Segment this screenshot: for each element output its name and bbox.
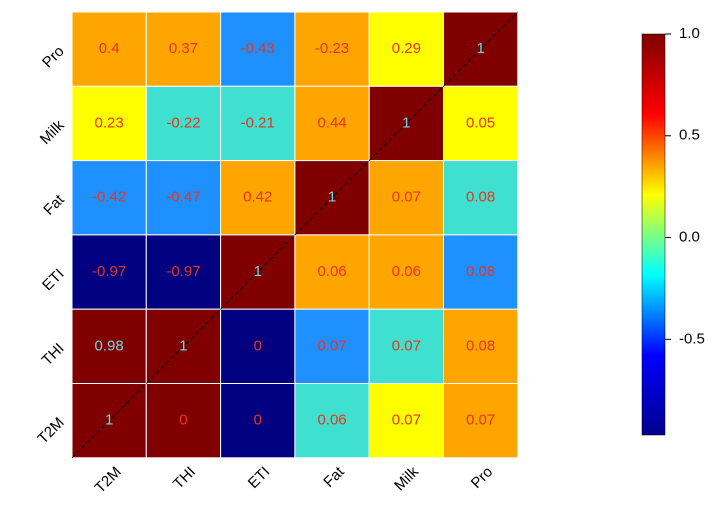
x-axis-label: THI [170,463,199,492]
heatmap-cell [368,234,445,310]
cell-label: 1 [328,189,336,206]
cell-label: 0 [254,337,262,354]
cell-label: -0.97 [166,263,200,280]
cell-label: 0.05 [466,114,495,131]
heatmap-cell [145,234,222,310]
heatmap-cell [443,383,519,459]
cell-label: -0.23 [315,40,349,57]
heatmap-cell [220,308,296,385]
cell-label: 0.08 [466,189,495,206]
cell-label: 0.07 [466,412,495,429]
heatmap-cell [145,160,222,236]
cell-label: -0.47 [166,189,200,206]
cell-label: -0.22 [166,114,200,131]
cell-label: 0.06 [317,412,346,429]
colorbar-tick-label: 0.5 [679,127,700,144]
cell-label: 1 [179,337,187,354]
cell-label: 0 [254,412,262,429]
y-axis-label: ETI [39,266,68,295]
x-axis-label: Pro [468,463,497,492]
y-axis-label: T2M [34,414,67,447]
cell-label: 0.07 [392,337,421,354]
heatmap-cell [294,308,370,385]
heatmap-cell [368,383,445,459]
colorbar-tick-label: -0.5 [679,330,705,347]
cell-label: -0.97 [92,263,126,280]
cell-label: 1 [105,412,113,429]
heatmap-cell [145,85,222,162]
cell-label: 0.07 [392,412,421,429]
cell-label: 1 [402,114,410,131]
cell-label: -0.21 [241,114,275,131]
cell-label: 0.06 [317,263,346,280]
cell-label: 1 [254,263,262,280]
heatmap-cell [294,383,370,459]
cell-label: 0.37 [169,40,198,57]
x-axis-label: T2M [92,463,125,496]
cell-label: 0.4 [99,40,120,57]
cell-label: -0.42 [92,189,126,206]
diagonal-line [71,11,519,459]
heatmap-cell [443,308,519,385]
cell-label: 0.44 [317,114,346,131]
heatmap-cell [368,308,445,385]
heatmap-cell [71,160,147,236]
heatmap-cell [220,11,296,87]
heatmap-cell [294,234,370,310]
cell-label: 0.98 [95,337,124,354]
cell-label: 0.07 [392,189,421,206]
cell-label: 0.23 [95,114,124,131]
heatmap-cell [294,11,370,87]
cell-label: 0.42 [243,189,272,206]
x-axis-label: Fat [320,463,348,491]
colorbar [641,33,666,436]
cell-label: 0.06 [392,263,421,280]
heatmap-cell [294,85,370,162]
cell-label: 0 [179,412,187,429]
heatmap-cell [145,11,222,87]
x-axis-label: Milk [391,463,422,494]
y-axis-label: Fat [40,191,68,219]
heatmap-cell [71,234,147,310]
heatmap-cell [443,160,519,236]
y-axis-label: THI [39,340,68,369]
heatmap-cell [368,160,445,236]
cell-label: 0.08 [466,337,495,354]
cell-label: 1 [476,40,484,57]
y-axis-label: Pro [39,43,68,72]
colorbar-tick-label: 1.0 [679,25,700,42]
cell-label: 0.29 [392,40,421,57]
heatmap-cell [443,85,519,162]
heatmap-cell [71,308,147,385]
cell-label: -0.43 [241,40,275,57]
cell-label: 0.08 [466,263,495,280]
colorbar-tick-label: 0.0 [679,229,700,246]
heatmap-cell [443,234,519,310]
x-axis-label: ETI [245,463,274,492]
y-axis-label: Milk [37,117,68,148]
cell-label: 0.07 [317,337,346,354]
heatmap-cell [71,11,147,87]
heatmap-cell [368,11,445,87]
